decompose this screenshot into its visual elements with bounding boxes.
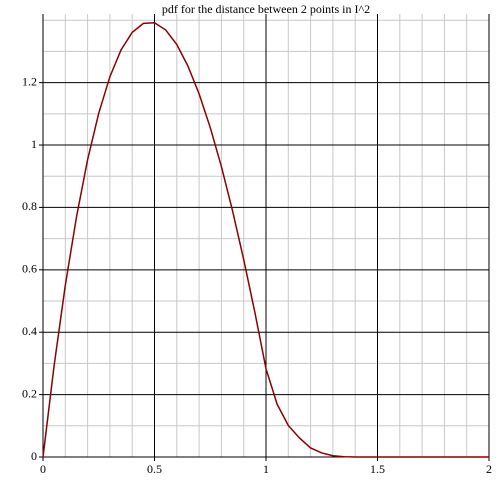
y-tick-label: 1 — [31, 137, 37, 151]
chart-title: pdf for the distance between 2 points in… — [162, 2, 370, 16]
x-tick-label: 0 — [40, 462, 46, 476]
x-tick-label: 1 — [263, 462, 269, 476]
data-line — [42, 21, 489, 458]
y-tick-label: 0.4 — [22, 324, 37, 338]
y-tick-label: 0 — [31, 449, 37, 463]
y-tick-label: 0.2 — [22, 386, 37, 400]
y-tick-label: 0.6 — [22, 262, 37, 276]
y-tick-label: 0.8 — [22, 199, 37, 213]
x-tick-label: 1.5 — [370, 462, 385, 476]
x-tick-label: 2 — [486, 462, 492, 476]
y-tick-label: 1.2 — [22, 74, 37, 88]
x-tick-label: 0.5 — [147, 462, 162, 476]
